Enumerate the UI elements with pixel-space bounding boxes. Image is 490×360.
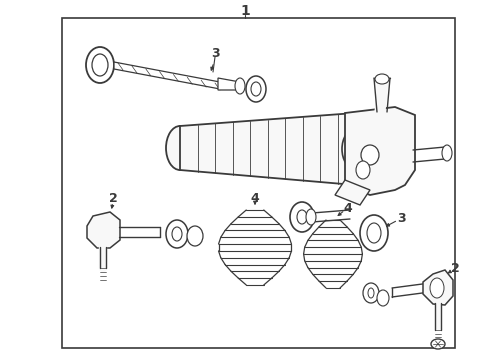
Ellipse shape [375, 74, 389, 84]
Ellipse shape [431, 339, 445, 349]
Text: 4: 4 [343, 202, 352, 215]
Ellipse shape [251, 82, 261, 96]
Ellipse shape [430, 278, 444, 298]
Polygon shape [423, 270, 453, 305]
Polygon shape [62, 18, 455, 348]
Polygon shape [218, 78, 240, 90]
Polygon shape [87, 212, 120, 248]
Text: 2: 2 [109, 192, 118, 204]
Ellipse shape [86, 47, 114, 83]
Polygon shape [180, 113, 355, 185]
Ellipse shape [187, 226, 203, 246]
Ellipse shape [290, 202, 314, 232]
Ellipse shape [166, 126, 194, 170]
Text: 4: 4 [250, 192, 259, 204]
Text: 1: 1 [240, 4, 250, 18]
Text: 3: 3 [398, 212, 406, 225]
Ellipse shape [361, 145, 379, 165]
Polygon shape [335, 180, 370, 205]
Polygon shape [345, 107, 415, 195]
Ellipse shape [235, 78, 245, 94]
Ellipse shape [166, 220, 188, 248]
Ellipse shape [356, 161, 370, 179]
Ellipse shape [377, 290, 389, 306]
Ellipse shape [342, 129, 368, 169]
Ellipse shape [246, 76, 266, 102]
Text: 3: 3 [211, 46, 220, 59]
Ellipse shape [442, 145, 452, 161]
Ellipse shape [297, 210, 307, 224]
Polygon shape [114, 62, 220, 89]
Ellipse shape [360, 215, 388, 251]
Ellipse shape [368, 288, 374, 298]
Ellipse shape [367, 223, 381, 243]
Text: 2: 2 [451, 261, 459, 274]
Ellipse shape [306, 209, 316, 225]
Ellipse shape [172, 227, 182, 241]
Ellipse shape [363, 283, 379, 303]
Ellipse shape [92, 54, 108, 76]
